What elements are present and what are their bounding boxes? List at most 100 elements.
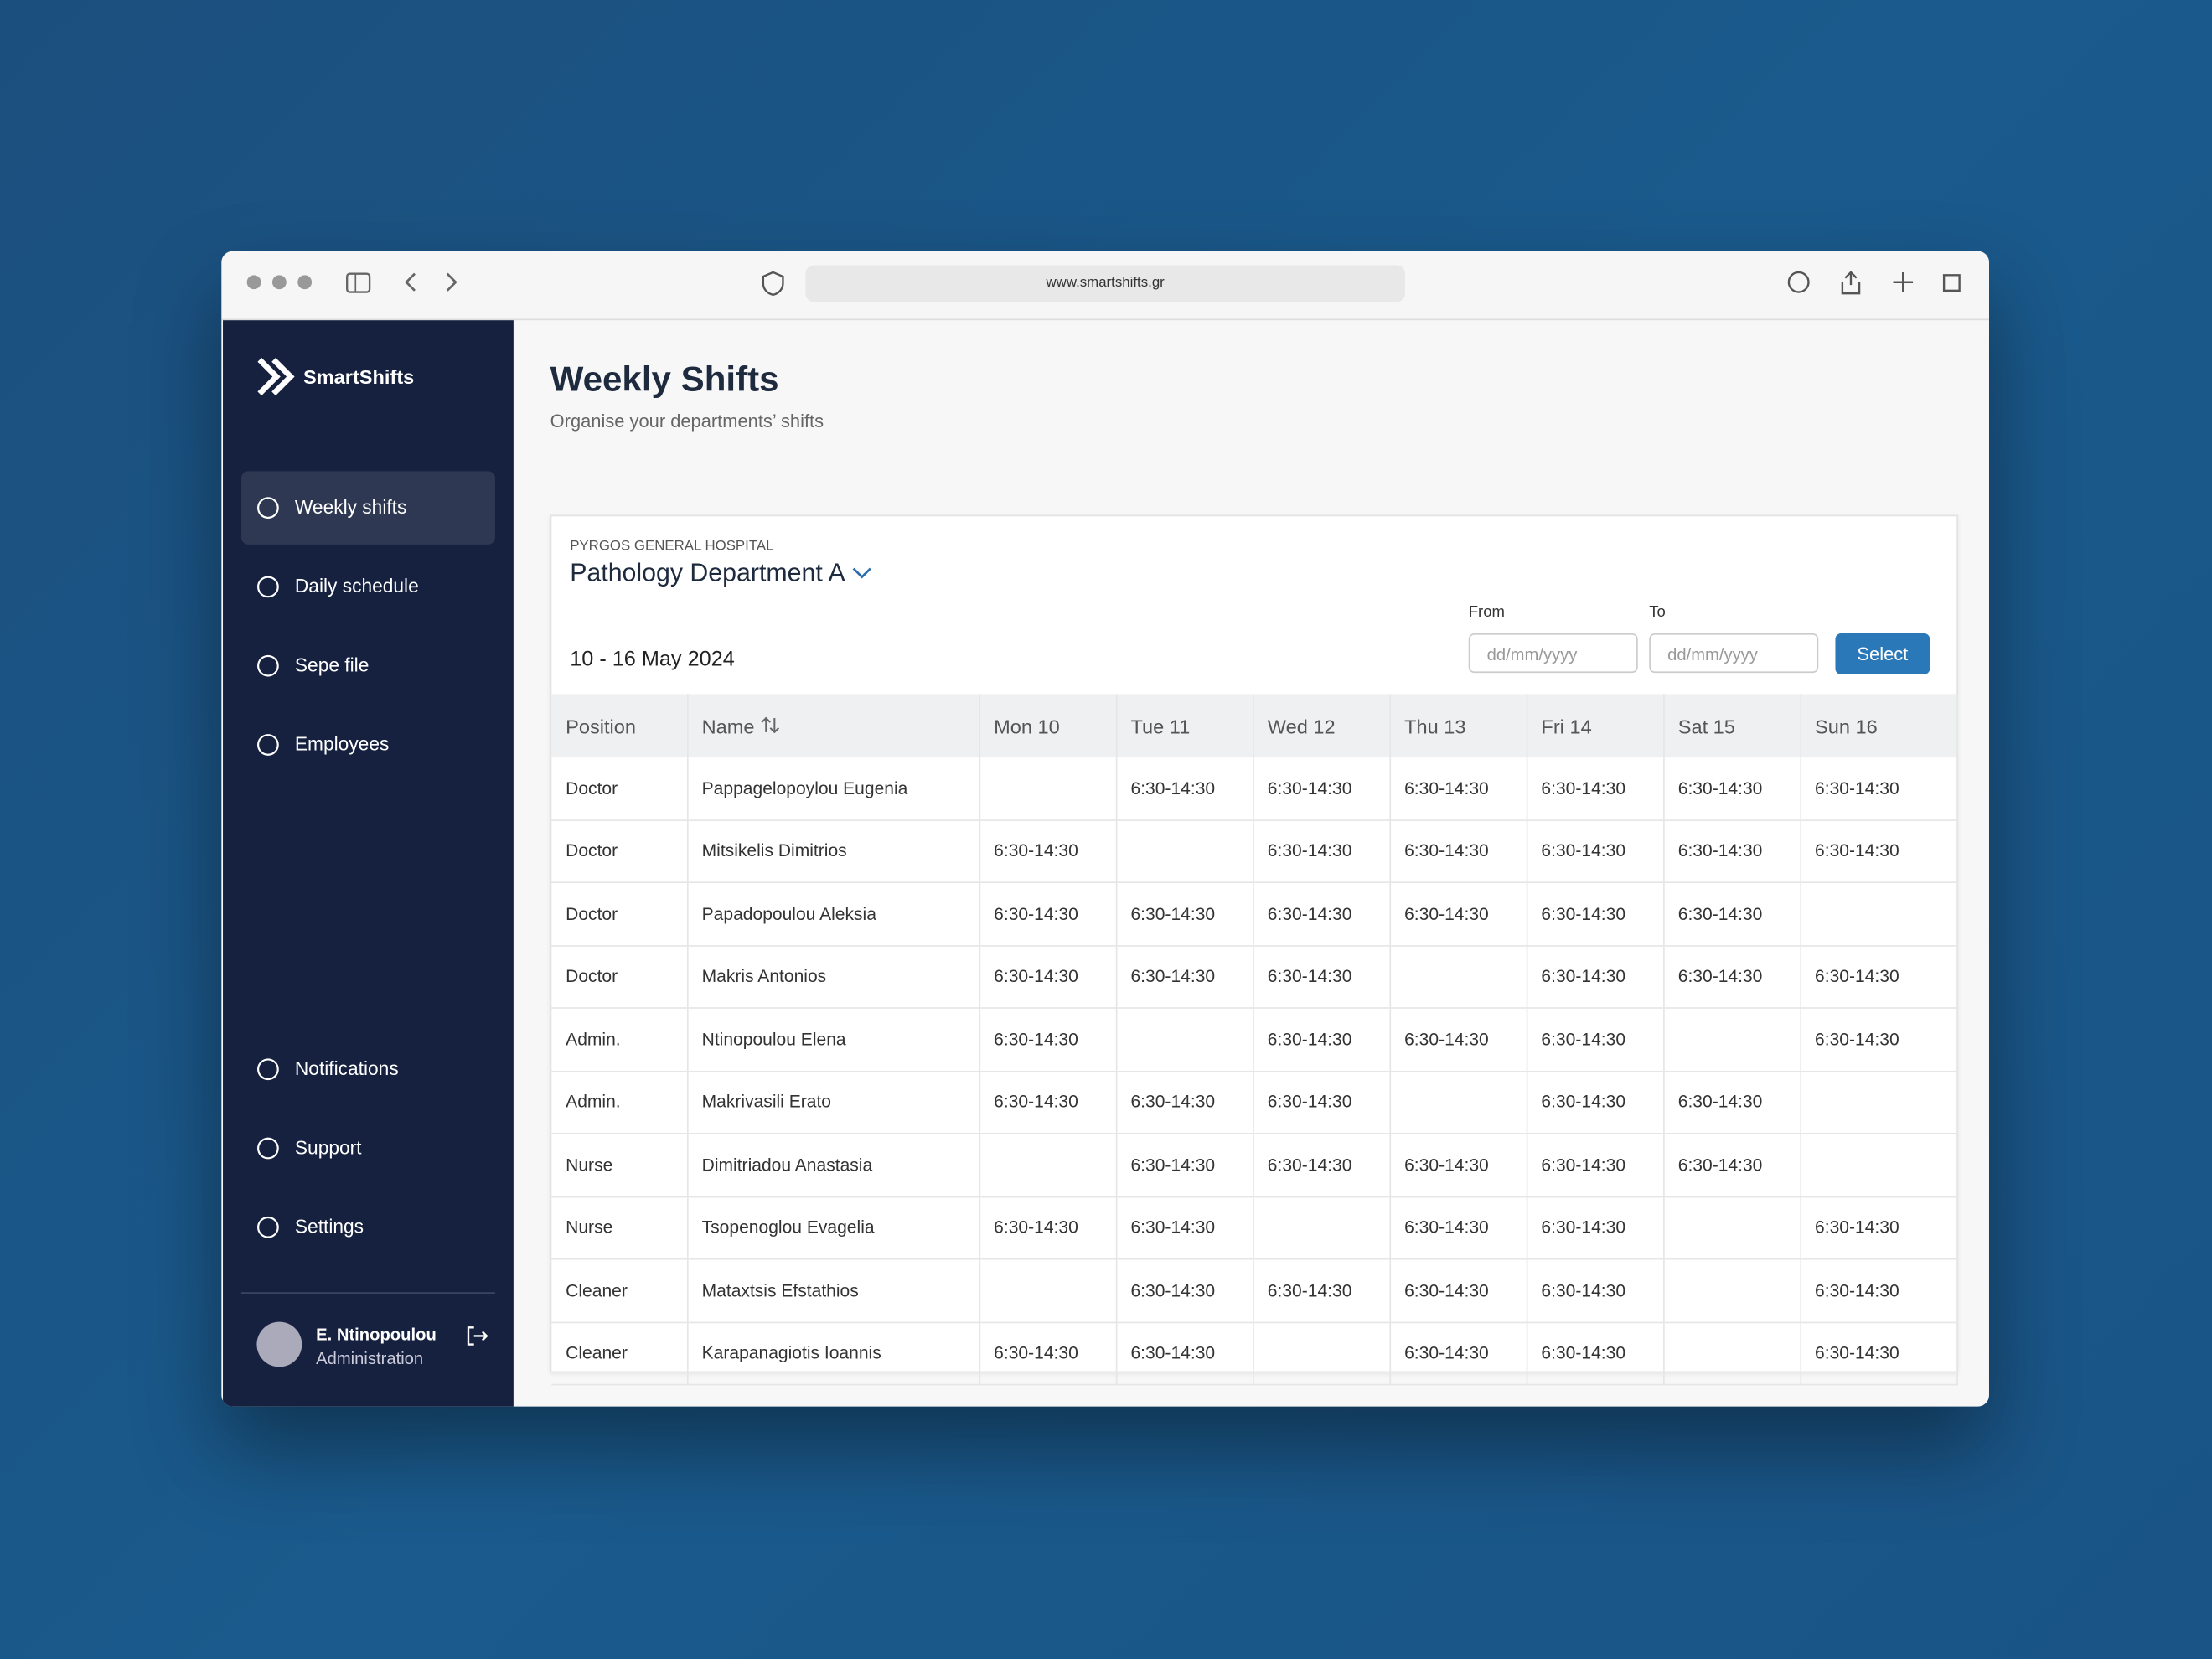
table-cell: Pappagelopoylou Eugenia	[686, 757, 980, 821]
user-name: E. Ntinopoulou	[316, 1324, 437, 1345]
cell-text: Papadopoulou Aleksia	[701, 903, 876, 924]
table-cell: 6:30-14:30	[1526, 1007, 1664, 1072]
shift-time: 6:30-14:30	[1267, 1280, 1352, 1300]
cell-text: Doctor	[566, 778, 618, 798]
table-cell: 6:30-14:30	[1526, 1196, 1664, 1260]
table-cell: 6:30-14:30	[1253, 1070, 1391, 1134]
table-cell: 6:30-14:30	[1526, 1070, 1664, 1134]
cell-text: Cleaner	[566, 1280, 628, 1300]
table-cell: 6:30-14:30	[1663, 1070, 1801, 1134]
shift-time: 6:30-14:30	[1815, 1280, 1899, 1300]
table-cell	[1663, 1196, 1801, 1260]
logout-icon[interactable]	[466, 1325, 488, 1347]
nav-icon	[257, 654, 279, 677]
shift-time: 6:30-14:30	[994, 1343, 1078, 1363]
table-cell: 6:30-14:30	[1253, 1007, 1391, 1072]
table-row: Doctor Mitsikelis Dimitrios 6:30-14:30 6:30…	[551, 819, 1958, 883]
table-cell: 6:30-14:30	[1663, 945, 1801, 1009]
table-cell: 6:30-14:30	[1526, 1321, 1664, 1386]
table-row: Admin. Ntinopoulou Elena 6:30-14:30 6:30-14…	[551, 1007, 1958, 1072]
table-cell: 6:30-14:30	[1526, 945, 1664, 1009]
table-cell	[1663, 1321, 1801, 1386]
table-cell	[1389, 1070, 1527, 1134]
nav-icon	[257, 1058, 279, 1081]
shift-time: 6:30-14:30	[1267, 778, 1352, 798]
cell-text: Mataxtsis Efstathios	[701, 1280, 859, 1300]
nav-label: Weekly shifts	[294, 496, 407, 518]
nav-item[interactable]: Notifications	[241, 1032, 495, 1106]
table-cell: 6:30-14:30	[1800, 819, 1958, 883]
table-cell	[979, 757, 1117, 821]
table-cell: 6:30-14:30	[979, 882, 1117, 946]
from-input[interactable]: dd/mm/yyyy	[1468, 633, 1638, 674]
table-cell: 6:30-14:30	[1663, 757, 1801, 821]
table-cell: 6:30-14:30	[1253, 1133, 1391, 1197]
header-text: Wed 12	[1267, 714, 1336, 737]
shift-time: 6:30-14:30	[1677, 966, 1763, 987]
shift-time: 6:30-14:30	[994, 1092, 1078, 1113]
table-cell: 6:30-14:30	[979, 1007, 1117, 1072]
cell-text: Makrivasili Erato	[701, 1092, 832, 1113]
nav-icon	[257, 1216, 279, 1238]
shift-time: 6:30-14:30	[1541, 903, 1626, 924]
shift-time: 6:30-14:30	[1541, 840, 1626, 861]
cell-text: Mitsikelis Dimitrios	[701, 840, 847, 861]
nav-item[interactable]: Daily schedule	[241, 550, 495, 624]
select-button[interactable]: Select	[1835, 633, 1930, 674]
table-cell: 6:30-14:30	[1663, 1133, 1801, 1197]
nav-icon	[257, 734, 279, 756]
shift-time: 6:30-14:30	[994, 1217, 1078, 1238]
table-row: Doctor Papadopoulou Aleksia 6:30-14:30 6:30…	[551, 882, 1958, 946]
shift-time: 6:30-14:30	[1404, 1280, 1489, 1300]
sort-icon[interactable]	[760, 716, 780, 733]
shift-time: 6:30-14:30	[994, 1029, 1078, 1050]
address-bar[interactable]: www.smartshifts.gr	[805, 265, 1405, 302]
shift-time: 6:30-14:30	[1815, 840, 1899, 861]
table-cell: 6:30-14:30	[1253, 945, 1391, 1009]
table-cell	[979, 1133, 1117, 1197]
nav-item[interactable]: Support	[241, 1112, 495, 1186]
nav-item[interactable]: Sepe file	[241, 629, 495, 703]
cell-text: Dimitriadou Anastasia	[701, 1155, 873, 1176]
cell-text: Nurse	[566, 1217, 613, 1238]
table-cell	[1389, 945, 1527, 1009]
to-input[interactable]: dd/mm/yyyy	[1649, 633, 1819, 674]
nav-icon	[257, 576, 279, 598]
column-header: Mon 10	[979, 694, 1117, 758]
sidebar: SmartShifts Weekly shifts Daily schedule S…	[223, 320, 514, 1407]
nav-item[interactable]: Weekly shifts	[240, 471, 495, 545]
column-header: Position	[551, 694, 688, 758]
shift-time: 6:30-14:30	[1267, 966, 1352, 987]
shift-time: 6:30-14:30	[1267, 840, 1352, 861]
shift-table: Position Name Mon 10 Tue 11 Wed 12 Thu 13 Fri…	[551, 694, 1958, 1386]
page-subtitle: Organise your departments’ shifts	[550, 410, 824, 432]
table-cell: 6:30-14:30	[1115, 1070, 1253, 1134]
header-text: Thu 13	[1404, 714, 1466, 737]
header-row: Position Name Mon 10 Tue 11 Wed 12 Thu 13 Fri…	[551, 694, 1958, 758]
shift-time: 6:30-14:30	[1267, 1092, 1352, 1113]
table-cell: 6:30-14:30	[1253, 819, 1391, 883]
shift-time: 6:30-14:30	[1130, 903, 1216, 924]
table-row: Cleaner Mataxtsis Efstathios 6:30-14:30 6:3…	[551, 1258, 1958, 1323]
from-label: From	[1468, 603, 1505, 621]
nav-item[interactable]: Employees	[241, 708, 495, 782]
cell-text: Pappagelopoylou Eugenia	[701, 778, 908, 798]
cell-text: Nurse	[566, 1155, 613, 1176]
table-row: Admin. Makrivasili Erato 6:30-14:30 6:30-14…	[551, 1070, 1958, 1134]
department[interactable]: Pathology Department A	[570, 559, 873, 588]
column-header: Thu 13	[1389, 694, 1527, 758]
header-text: Mon 10	[994, 714, 1060, 737]
table-cell: Ntinopoulou Elena	[686, 1007, 980, 1072]
cell-text: Karapanagiotis Ioannis	[701, 1343, 881, 1363]
nav-item[interactable]: Settings	[241, 1191, 495, 1264]
cell-text: Admin.	[566, 1092, 621, 1113]
shift-time: 6:30-14:30	[1130, 966, 1216, 987]
cell-text: Tsopenoglou Evagelia	[701, 1217, 875, 1238]
table-cell: 6:30-14:30	[1115, 882, 1253, 946]
shift-time: 6:30-14:30	[1677, 1092, 1763, 1113]
header-text: Fri 14	[1541, 714, 1592, 737]
table-cell	[1663, 1258, 1801, 1323]
header-text: Position	[566, 714, 637, 737]
toolbar-icons	[246, 271, 1961, 297]
